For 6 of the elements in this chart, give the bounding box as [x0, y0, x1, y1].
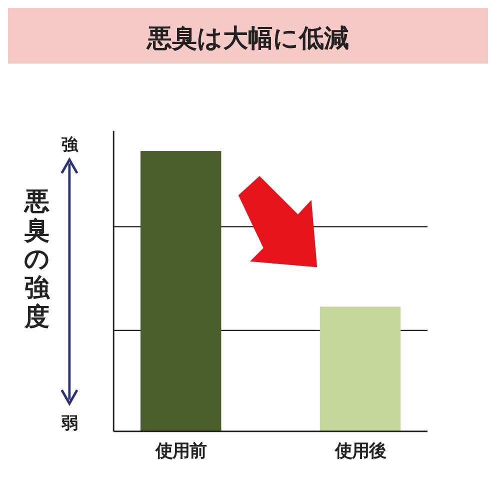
text: 弱 [60, 413, 78, 432]
x-tick-label: 使用後 [334, 441, 386, 462]
chart-title: 悪臭は大幅に低減 [146, 23, 349, 52]
text: 強 [61, 135, 78, 154]
x-tick-label: 使用前 [154, 441, 206, 462]
y-axis-title: 悪臭の強度 [23, 186, 50, 331]
